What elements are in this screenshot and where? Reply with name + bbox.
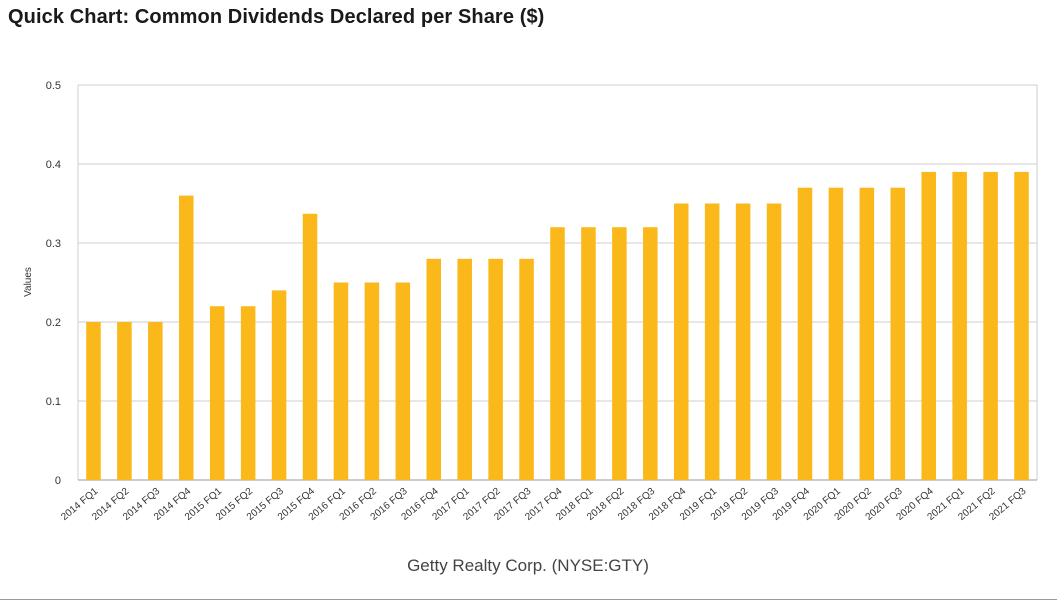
bar — [302, 213, 318, 480]
y-axis-label: Values — [23, 267, 34, 297]
bar — [952, 171, 967, 480]
bar — [890, 187, 906, 480]
bar — [859, 187, 875, 480]
bar — [179, 195, 194, 480]
y-tick-labels: 0 0.1 0.2 0.3 0.4 0.5 — [46, 80, 61, 487]
page-title: Quick Chart: Common Dividends Declared p… — [8, 6, 545, 28]
bar — [735, 203, 751, 480]
y-tick-label: 0.1 — [46, 396, 61, 408]
y-tick-label: 0.4 — [46, 159, 61, 171]
bar — [148, 322, 163, 480]
bottom-divider — [0, 599, 1057, 600]
bar — [1014, 171, 1029, 480]
bar — [271, 290, 287, 480]
y-tick-label: 0.3 — [46, 238, 61, 250]
bar — [612, 227, 627, 480]
bar — [797, 187, 813, 480]
bar — [426, 258, 442, 480]
bar — [457, 258, 472, 480]
bar — [704, 203, 720, 480]
bar — [673, 203, 689, 480]
bar — [550, 227, 565, 480]
bar — [395, 282, 411, 480]
bar — [333, 282, 349, 480]
bar — [209, 306, 225, 480]
bar — [766, 203, 782, 480]
bar — [117, 322, 132, 480]
bar — [488, 258, 503, 480]
bar — [983, 171, 998, 480]
x-axis-label: Getty Realty Corp. (NYSE:GTY) — [407, 556, 649, 575]
y-tick-label: 0.2 — [46, 317, 61, 329]
y-tick-label: 0.5 — [46, 80, 61, 92]
bar — [240, 306, 256, 480]
bar — [643, 227, 658, 480]
bar — [519, 258, 534, 480]
bar — [921, 171, 936, 480]
bar — [364, 282, 380, 480]
bar — [828, 187, 844, 480]
y-tick-label: 0 — [55, 475, 61, 487]
bars — [86, 171, 1029, 480]
bar — [86, 322, 101, 480]
bar — [581, 227, 596, 480]
